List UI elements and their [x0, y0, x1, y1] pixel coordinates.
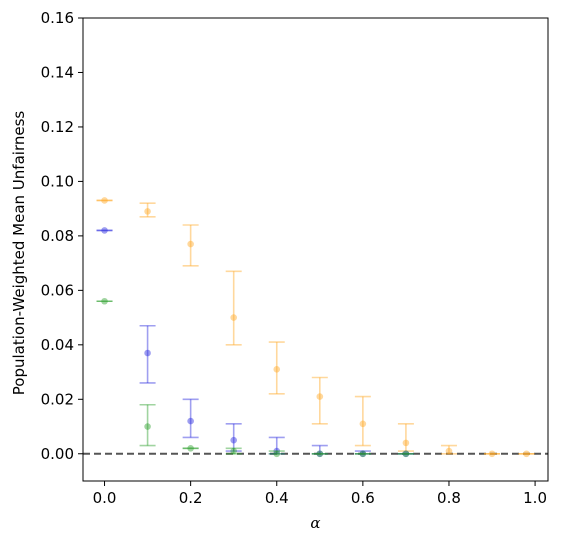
- data-point: [359, 420, 367, 428]
- y-tick-label: 0.08: [41, 227, 74, 245]
- data-point: [144, 423, 151, 430]
- series-1: [96, 197, 535, 458]
- data-point: [187, 417, 194, 425]
- y-tick-label: 0.10: [41, 172, 74, 190]
- data-point: [187, 445, 194, 452]
- series-3: [96, 297, 414, 458]
- y-tick-label: 0.12: [41, 118, 74, 136]
- y-tick-label: 0.06: [41, 281, 74, 299]
- x-tick-label: 0.8: [437, 489, 461, 507]
- data-point: [402, 450, 410, 458]
- data-point: [523, 450, 530, 458]
- data-point: [316, 393, 324, 400]
- data-point: [187, 240, 194, 248]
- data-point: [488, 450, 496, 458]
- x-tick-label: 0.4: [265, 489, 289, 507]
- x-tick-label: 0.2: [179, 489, 203, 507]
- data-point: [144, 208, 151, 215]
- data-point: [359, 450, 367, 458]
- data-point: [316, 450, 324, 458]
- data-point: [402, 450, 410, 458]
- data-point: [402, 439, 410, 447]
- y-axis: 0.00 0.02 0.04 0.06 0.08 0.10 0.12 0.14 0.16: [41, 9, 83, 463]
- x-tick-label: 0.0: [93, 489, 117, 507]
- x-tick-label: 0.6: [351, 489, 375, 507]
- data-point: [144, 349, 151, 357]
- axes-frame: [82, 17, 549, 482]
- data-point: [273, 450, 281, 458]
- x-axis-label: α: [310, 514, 320, 532]
- y-tick-label: 0.00: [41, 445, 74, 463]
- x-axis: 0.0 0.2 0.4 0.6 0.8 1.0: [93, 481, 547, 507]
- data-point: [230, 314, 237, 321]
- data-point: [273, 366, 281, 373]
- y-axis-label: Population-Weighted Mean Unfairness: [10, 111, 28, 396]
- y-tick-label: 0.04: [41, 336, 74, 354]
- data-point: [101, 197, 108, 204]
- data-point: [445, 447, 453, 455]
- series-2: [96, 227, 414, 458]
- data-point: [273, 447, 281, 455]
- y-tick-label: 0.02: [41, 390, 74, 408]
- data-point: [101, 227, 108, 234]
- data-point: [359, 450, 367, 458]
- plot-area: [82, 17, 549, 482]
- data-point: [316, 450, 324, 458]
- data-point: [230, 447, 237, 455]
- y-tick-label: 0.16: [41, 9, 74, 27]
- x-tick-label: 1.0: [523, 489, 547, 507]
- data-point: [230, 436, 237, 444]
- y-tick-label: 0.14: [41, 63, 74, 81]
- data-point: [101, 297, 108, 305]
